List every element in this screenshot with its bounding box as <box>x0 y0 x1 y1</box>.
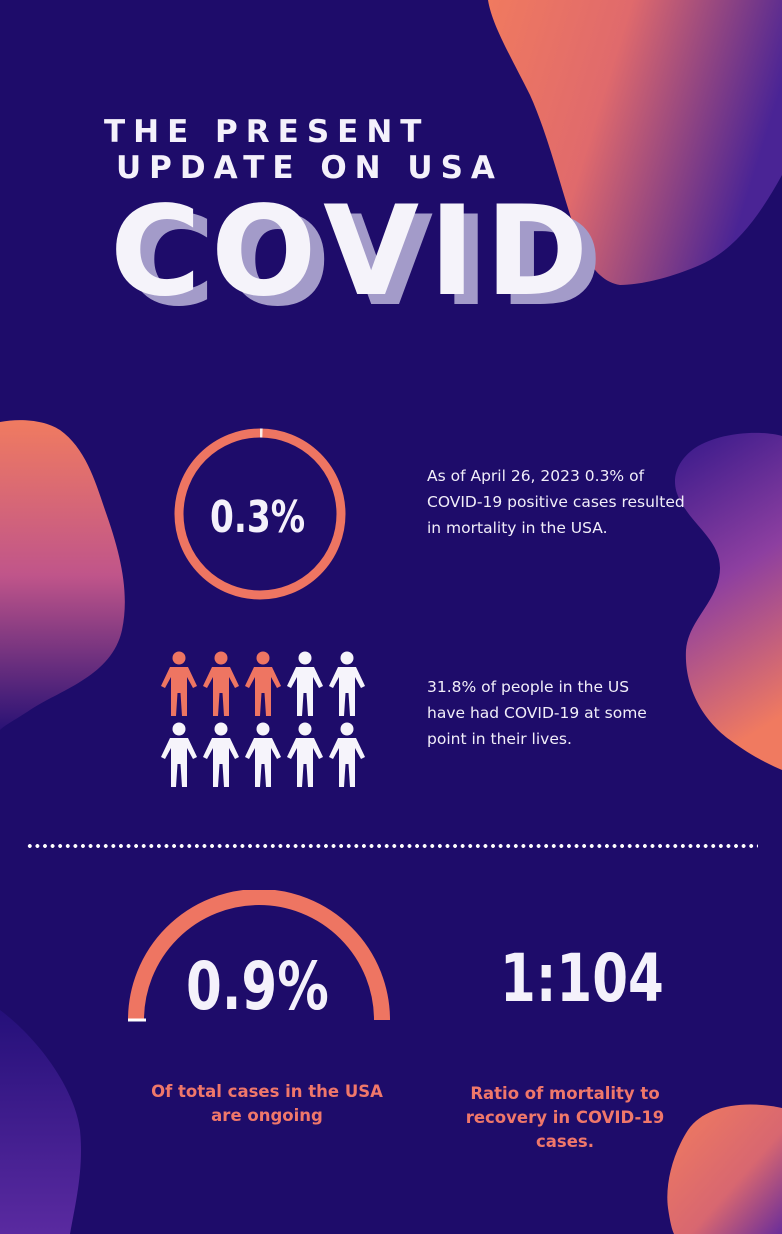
infected-text: 31.8% of people in the US have had COVID… <box>427 678 647 748</box>
ongoing-gauge-arc <box>128 890 390 1021</box>
person-icon <box>329 722 365 787</box>
ratio-value: 1:104 <box>500 940 664 1017</box>
ratio-caption: Ratio of mortality to recovery in COVID-… <box>465 1084 665 1151</box>
main-title-shadow: COVID <box>124 190 613 334</box>
mortality-ring <box>174 428 346 600</box>
dotted-divider <box>26 844 758 848</box>
mortality-ring-progress <box>174 428 346 600</box>
person-icon <box>287 651 323 716</box>
person-icon <box>329 651 365 716</box>
mortality-percent: 0.3% <box>210 492 306 543</box>
ongoing-percent: 0.9% <box>186 948 329 1025</box>
people-grid <box>158 650 368 792</box>
main-title: COVID <box>110 180 599 324</box>
person-icon <box>245 651 281 716</box>
blob-top-right <box>488 0 782 285</box>
person-icon <box>287 722 323 787</box>
mortality-text: As of April 26, 2023 0.3% of COVID-19 po… <box>427 467 685 537</box>
blob-right <box>675 432 782 770</box>
person-icon <box>245 722 281 787</box>
ongoing-caption: Of total cases in the USA are ongoing <box>151 1082 383 1125</box>
person-icon <box>203 722 239 787</box>
blob-bottom-left <box>0 1010 81 1234</box>
title-line-2: UPDATE ON USA <box>116 150 503 186</box>
ongoing-gauge <box>128 890 390 1022</box>
person-icon <box>161 651 197 716</box>
blob-bottom-right <box>667 1104 782 1234</box>
person-icon <box>161 722 197 787</box>
title-line-1: THE PRESENT <box>104 114 430 150</box>
blob-left <box>0 420 125 730</box>
person-icon <box>203 651 239 716</box>
